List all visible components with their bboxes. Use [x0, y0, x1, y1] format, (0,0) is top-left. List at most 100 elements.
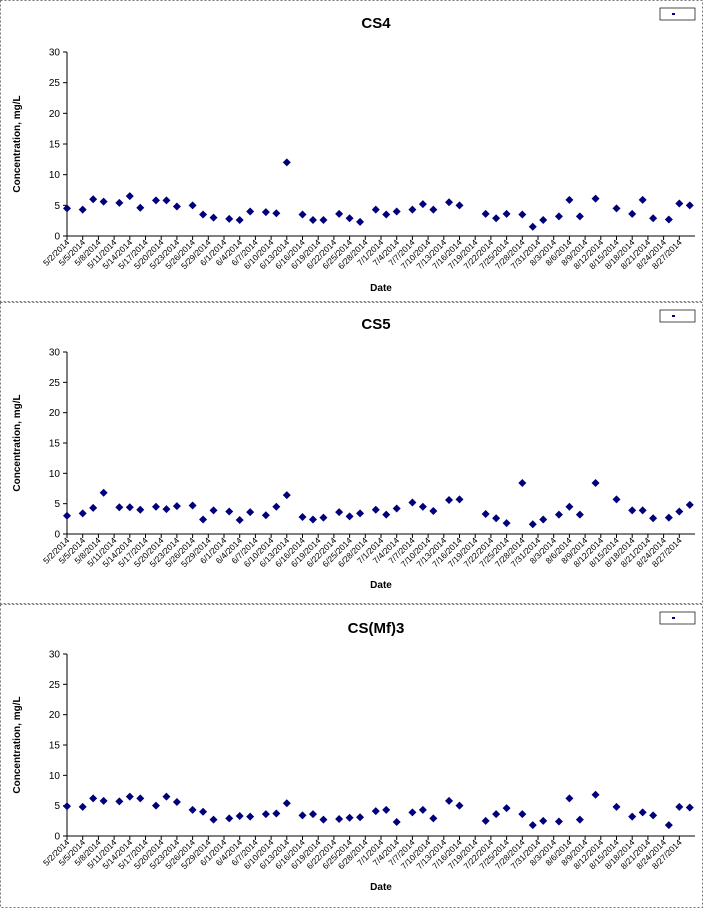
data-point	[319, 513, 328, 522]
data-point	[539, 216, 548, 225]
data-point	[371, 807, 380, 816]
y-tick-label: 0	[54, 232, 60, 243]
data-point	[235, 516, 244, 525]
data-point	[591, 479, 600, 488]
data-point	[151, 502, 160, 511]
y-tick-label: 0	[54, 832, 60, 843]
chart-title: CS(Mf)3	[348, 620, 405, 637]
data-point	[298, 513, 307, 522]
data-point	[565, 195, 574, 204]
y-axis-label: Concentration, mg/L	[12, 394, 23, 491]
data-point	[502, 519, 511, 528]
data-point	[162, 792, 171, 801]
data-point	[612, 802, 621, 811]
x-axis-label: Date	[370, 882, 392, 893]
y-tick-label: 5	[54, 801, 60, 812]
data-point	[575, 815, 584, 824]
y-tick-label: 10	[49, 469, 61, 480]
data-point	[492, 514, 501, 523]
data-point	[125, 792, 134, 801]
data-point	[638, 808, 647, 817]
data-point	[188, 501, 197, 510]
legend-marker	[672, 13, 675, 15]
y-tick-label: 15	[49, 741, 61, 752]
data-point	[455, 495, 464, 504]
y-tick-label: 5	[54, 201, 60, 212]
data-point	[554, 212, 563, 221]
y-tick-label: 30	[49, 650, 61, 661]
legend-box	[659, 7, 696, 21]
data-point	[575, 510, 584, 519]
data-point	[115, 198, 124, 207]
data-point	[235, 216, 244, 225]
data-point	[172, 502, 181, 511]
data-point	[371, 205, 380, 214]
x-axis-label: Date	[370, 580, 392, 591]
data-point	[539, 515, 548, 524]
data-point	[612, 204, 621, 213]
data-point	[685, 500, 694, 509]
data-point	[136, 794, 145, 803]
chart-title: CS4	[361, 15, 391, 32]
data-point	[628, 209, 637, 218]
legend-marker	[672, 617, 675, 619]
data-point	[89, 503, 98, 512]
data-point	[418, 805, 427, 814]
data-point	[518, 810, 527, 819]
data-point	[528, 821, 537, 830]
data-point	[539, 816, 548, 825]
data-point	[392, 504, 401, 513]
panel-border	[0, 0, 703, 302]
data-point	[429, 205, 438, 214]
data-point	[345, 512, 354, 521]
data-point	[649, 811, 658, 820]
data-point	[308, 810, 317, 819]
data-point	[445, 796, 454, 805]
data-point	[261, 810, 270, 819]
data-point	[246, 207, 255, 216]
data-point	[63, 802, 71, 811]
data-point	[89, 195, 98, 204]
y-tick-label: 30	[49, 48, 61, 59]
data-point	[685, 803, 694, 812]
data-point	[298, 210, 307, 219]
data-point	[188, 201, 197, 210]
y-tick-label: 25	[49, 78, 61, 89]
legend	[659, 7, 696, 21]
data-point	[649, 514, 658, 523]
y-tick-label: 15	[49, 140, 61, 151]
data-point	[356, 217, 365, 226]
data-point	[392, 207, 401, 216]
y-tick-label: 5	[54, 499, 60, 510]
data-point	[628, 506, 637, 515]
data-point	[575, 212, 584, 221]
data-point	[392, 818, 401, 827]
data-point	[429, 506, 438, 515]
data-point	[125, 192, 134, 201]
data-point	[63, 204, 71, 213]
data-point	[89, 794, 98, 803]
data-point	[591, 194, 600, 203]
data-point	[298, 811, 307, 820]
data-point	[429, 814, 438, 823]
data-point	[225, 214, 234, 223]
data-point	[481, 509, 490, 518]
data-point	[649, 214, 658, 223]
data-point	[638, 506, 647, 515]
data-point	[209, 815, 218, 824]
data-point	[151, 801, 160, 810]
data-point	[99, 197, 108, 206]
data-point	[591, 790, 600, 799]
y-axis-label: Concentration, mg/L	[12, 696, 23, 793]
data-point	[272, 209, 281, 218]
data-point	[455, 801, 464, 810]
y-tick-label: 25	[49, 680, 61, 691]
y-tick-label: 15	[49, 439, 61, 450]
data-point	[172, 798, 181, 807]
data-point	[115, 503, 124, 512]
data-point	[272, 809, 281, 818]
